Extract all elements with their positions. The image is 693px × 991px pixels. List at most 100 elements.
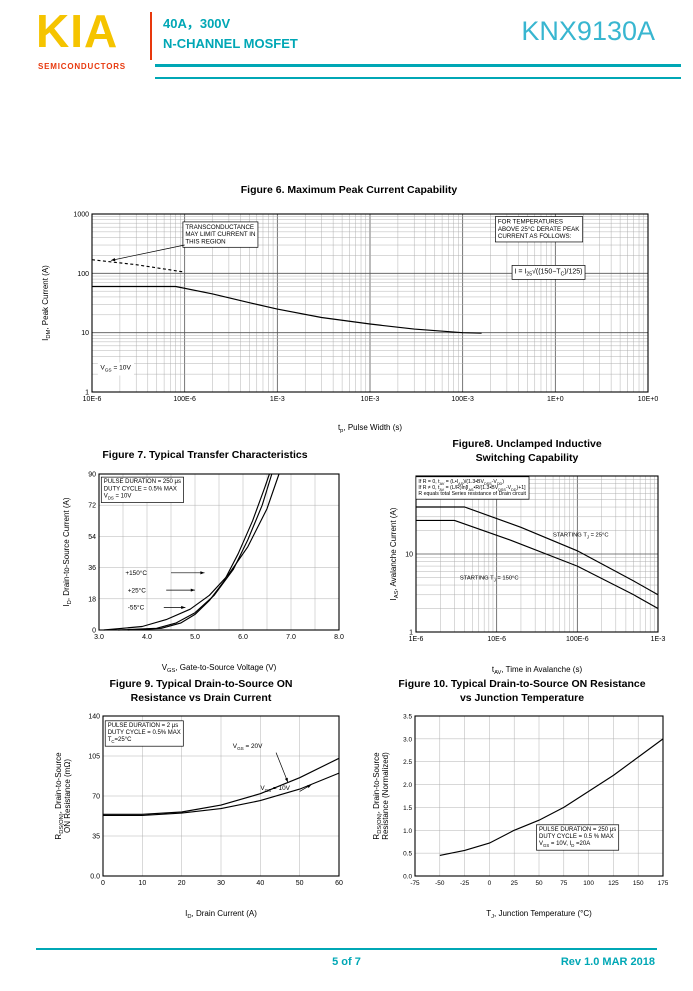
svg-text:tp, Pulse Width (s): tp, Pulse Width (s) xyxy=(338,423,402,434)
svg-text:105: 105 xyxy=(88,754,100,761)
svg-text:ABOVE 25°C DERATE PEAK: ABOVE 25°C DERATE PEAK xyxy=(498,225,580,232)
svg-text:1: 1 xyxy=(85,389,89,396)
svg-text:3.0: 3.0 xyxy=(94,634,104,641)
svg-text:Resistance (Normalized): Resistance (Normalized) xyxy=(381,752,390,840)
fig8-avalanche-title: Figure8. Unclamped Inductive Switching Ca… xyxy=(452,438,602,464)
series-transconductance-limited-region xyxy=(91,258,185,273)
svg-text:0.5: 0.5 xyxy=(403,851,412,858)
svg-text:90: 90 xyxy=(88,472,96,479)
svg-text:ID, Drain-to-Source Current (A: ID, Drain-to-Source Current (A) xyxy=(62,497,73,606)
svg-text:VDS = 10V: VDS = 10V xyxy=(104,494,132,501)
svg-text:VGS = 20V: VGS = 20V xyxy=(233,743,263,751)
svg-text:0.0: 0.0 xyxy=(90,874,100,881)
svg-text:VGS = 10V: VGS = 10V xyxy=(260,785,290,793)
figure10-rdson-vs-temperature-chart: Figure 10. Typical Drain-to-Source ON Re… xyxy=(366,678,678,922)
fig6-peak-current-plot: 10E-6 100E-6 1E-3 10E-3 100E-3 1E+0 10E+0 1 10 10… xyxy=(41,211,658,434)
figure6-peak-current-chart: Figure 6. Maximum Peak Current Capabilit… xyxy=(34,184,664,436)
svg-text:PULSE DURATION = 250 μs: PULSE DURATION = 250 μs xyxy=(104,479,181,485)
svg-text:2.5: 2.5 xyxy=(403,759,412,766)
svg-text:75: 75 xyxy=(560,880,568,887)
svg-text:3.5: 3.5 xyxy=(403,714,412,721)
series-vgs-20v xyxy=(103,758,340,816)
figure9-rdson-vs-current-chart: Figure 9. Typical Drain-to-Source ON Resi… xyxy=(46,678,356,922)
revision-label: Rev 1.0 MAR 2018 xyxy=(560,956,655,968)
svg-text:10E-3: 10E-3 xyxy=(361,396,380,403)
fig7-transfer-title: Figure 7. Typical Transfer Characteristi… xyxy=(102,449,308,462)
svg-text:1E-3: 1E-3 xyxy=(270,396,285,403)
figure7-transfer-characteristics-chart: Figure 7. Typical Transfer Characteristi… xyxy=(55,438,355,676)
device-rating: 40A，300V N-CHANNEL MOSFET xyxy=(163,14,298,54)
svg-text:18: 18 xyxy=(88,596,96,603)
svg-text:VGS, Gate-to-Source Voltage (V: VGS, Gate-to-Source Voltage (V) xyxy=(162,663,277,674)
svg-text:10: 10 xyxy=(81,330,89,337)
svg-text:2.0: 2.0 xyxy=(403,782,412,789)
footer-rule xyxy=(36,948,657,950)
svg-text:THIS REGION: THIS REGION xyxy=(185,238,225,245)
fig8-avalanche-plot: 1E-6 10E-6 100E-6 1E-3 1 10 tAV, Time in Avala… xyxy=(389,475,665,676)
svg-text:IAS, Avalanche Current (A): IAS, Avalanche Current (A) xyxy=(389,507,400,600)
svg-text:10: 10 xyxy=(138,880,146,887)
svg-text:PULSE DURATION = 2 μs: PULSE DURATION = 2 μs xyxy=(108,723,179,729)
fig10-rdson-vs-temp-plot: -75 -50 -25 0 25 50 75 100 125 150 175 0.0 0.5 1.0 1.5… xyxy=(372,714,669,921)
svg-text:54: 54 xyxy=(88,534,96,541)
fig6-peak-current-title: Figure 6. Maximum Peak Current Capabilit… xyxy=(240,184,458,196)
svg-text:1000: 1000 xyxy=(73,211,89,218)
series-+150C xyxy=(103,473,280,631)
svg-text:100E-6: 100E-6 xyxy=(566,636,589,643)
svg-text:I = I25√((150−TC)/125): I = I25√((150−TC)/125) xyxy=(515,267,583,277)
svg-text:ID, Drain Current (A): ID, Drain Current (A) xyxy=(185,909,257,920)
svg-text:5.0: 5.0 xyxy=(190,634,200,641)
svg-text:3.0: 3.0 xyxy=(403,737,412,744)
svg-text:125: 125 xyxy=(608,880,619,887)
fig10-rdson-vs-temp-title: Figure 10. Typical Drain-to-Source ON Re… xyxy=(398,678,646,704)
series-normalized-rdson xyxy=(439,738,664,857)
svg-text:PULSE DURATION = 250 μs: PULSE DURATION = 250 μs xyxy=(539,827,616,833)
fig8-avalanche-note: If R = 0, tAV = (L•IAS)/(1.3•BVDSS-VDD)I… xyxy=(415,476,530,500)
page-indicator: 5 of 7 xyxy=(332,956,361,968)
svg-text:TRANSCONDUCTANCE: TRANSCONDUCTANCE xyxy=(185,224,254,231)
kia-logo: KIA xyxy=(36,5,119,57)
svg-text:RDS(ON), Drain-to-Source: RDS(ON), Drain-to-Source xyxy=(372,752,383,840)
svg-text:150: 150 xyxy=(633,880,644,887)
svg-text:MAY LIMIT CURRENT IN: MAY LIMIT CURRENT IN xyxy=(185,231,255,238)
svg-text:1E+0: 1E+0 xyxy=(547,396,564,403)
svg-text:STARTING TJ = 25°C: STARTING TJ = 25°C xyxy=(553,533,608,540)
svg-text:1.0: 1.0 xyxy=(403,828,412,835)
svg-text:10E-6: 10E-6 xyxy=(83,396,102,403)
header-rule-bottom xyxy=(155,77,681,79)
svg-text:8.0: 8.0 xyxy=(334,634,344,641)
svg-text:100: 100 xyxy=(583,880,594,887)
svg-text:100E-3: 100E-3 xyxy=(451,396,474,403)
fig9-rdson-vs-current-title: Figure 9. Typical Drain-to-Source ON Resi… xyxy=(109,678,293,704)
series-+25C xyxy=(118,473,273,631)
fig9-rdson-vs-current-plot: 0 10 20 30 40 50 60 0.0 35 70 105 140 ID, Drain Curr… xyxy=(54,714,343,921)
svg-text:10E-6: 10E-6 xyxy=(487,636,506,643)
svg-text:STARTING TJ = 150°C: STARTING TJ = 150°C xyxy=(460,576,519,583)
svg-text:tAV, Time in Avalanche (s): tAV, Time in Avalanche (s) xyxy=(492,665,583,676)
svg-text:-25: -25 xyxy=(460,880,470,887)
svg-text:-75: -75 xyxy=(410,880,420,887)
svg-text:25: 25 xyxy=(511,880,519,887)
svg-text:R equals total Series resistan: R equals total Series resistance of Drai… xyxy=(418,491,526,497)
svg-text:1E-6: 1E-6 xyxy=(409,636,424,643)
svg-text:35: 35 xyxy=(92,834,100,841)
svg-text:0: 0 xyxy=(92,628,96,635)
kia-logo-subtext: SEMICONDUCTORS xyxy=(38,62,126,71)
rating-line1: 40A，300V xyxy=(163,16,231,31)
svg-text:30: 30 xyxy=(217,880,225,887)
svg-text:IDM, Peak Current (A): IDM, Peak Current (A) xyxy=(41,264,52,340)
svg-text:36: 36 xyxy=(88,565,96,572)
svg-text:+25°C: +25°C xyxy=(128,586,146,594)
svg-text:50: 50 xyxy=(535,880,543,887)
svg-text:FOR TEMPERATURES: FOR TEMPERATURES xyxy=(498,218,563,225)
svg-text:DUTY CYCLE = 0.5% MAX: DUTY CYCLE = 0.5% MAX xyxy=(108,730,181,736)
svg-text:0: 0 xyxy=(101,880,105,887)
svg-text:If R ≠ 0, tAV = (L/R)ln[IAS•R/: If R ≠ 0, tAV = (L/R)ln[IAS•R/(1.3•BVDSS… xyxy=(418,485,526,492)
svg-text:If R = 0, tAV = (L•IAS)/(1.3•B: If R = 0, tAV = (L•IAS)/(1.3•BVDSS-VDD) xyxy=(418,479,504,486)
svg-text:1.5: 1.5 xyxy=(403,805,412,812)
